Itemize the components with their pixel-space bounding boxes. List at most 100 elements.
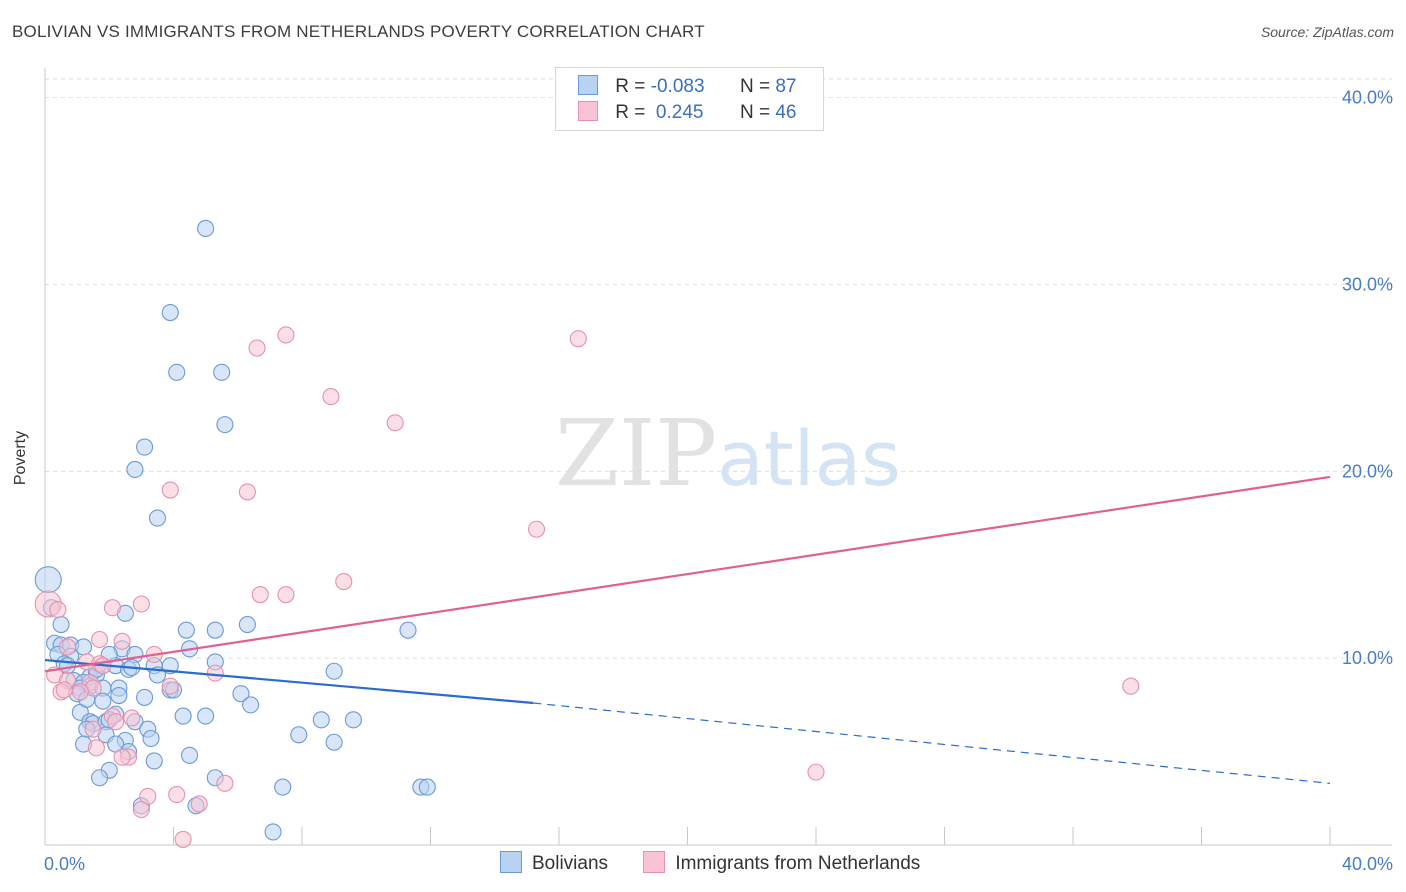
- bolivian-point: [161, 303, 179, 322]
- bolivian-point: [325, 662, 343, 680]
- netherlands-point: [807, 763, 825, 781]
- bolivian-point: [142, 729, 160, 748]
- bolivian-trend-extension: [533, 702, 1331, 784]
- legend-n-value: 87: [775, 76, 797, 97]
- x-tick-label: 40.0%: [1342, 854, 1393, 874]
- bolivian-point: [232, 685, 250, 703]
- netherlands-point: [132, 595, 150, 613]
- netherlands-point: [58, 638, 77, 656]
- netherlands-point: [113, 748, 131, 766]
- bolivian-point: [148, 509, 166, 527]
- netherlands-point: [322, 388, 340, 406]
- bolivian-point: [242, 696, 260, 714]
- netherlands-point: [103, 599, 122, 617]
- y-tick-label: 30.0%: [1342, 275, 1393, 295]
- netherlands-point: [251, 586, 269, 604]
- netherlands-point: [527, 520, 546, 538]
- netherlands-point: [113, 632, 131, 650]
- chart-title: BOLIVIAN VS IMMIGRANTS FROM NETHERLANDS …: [12, 22, 705, 41]
- bolivian-point: [177, 621, 195, 639]
- netherlands-point: [1122, 677, 1140, 695]
- bolivian-point: [418, 778, 436, 796]
- netherlands-point: [168, 786, 186, 804]
- legend-r-label: R =: [615, 102, 651, 123]
- netherlands-point: [206, 664, 224, 682]
- legend-r-label: R =: [615, 76, 651, 97]
- bolivian-point: [238, 615, 256, 634]
- bolivian-point: [181, 746, 199, 764]
- legend-n-value: 46: [775, 102, 797, 123]
- legend-label-netherlands: Immigrants from Netherlands: [675, 853, 921, 874]
- netherlands-point: [174, 830, 192, 848]
- netherlands-point: [84, 720, 102, 738]
- netherlands-point: [49, 601, 67, 619]
- bolivian-point: [213, 363, 231, 381]
- netherlands-point: [569, 330, 587, 348]
- legend-label-bolivians: Bolivians: [532, 853, 609, 874]
- bolivian-point: [399, 621, 417, 639]
- legend-r-value: -0.083: [650, 76, 705, 97]
- bolivian-point: [312, 711, 330, 729]
- bolivian-point: [52, 615, 70, 634]
- bolivian-trend-line: [44, 658, 534, 705]
- bolivian-point: [168, 363, 186, 381]
- watermark-part1: ZIP: [555, 400, 718, 507]
- bolivian-point: [197, 219, 215, 238]
- bolivian-point: [274, 778, 292, 796]
- bolivian-point: [136, 438, 154, 456]
- legend-item-bolivians: Bolivians: [500, 851, 608, 875]
- bolivian-point: [325, 733, 343, 751]
- bolivian-point: [264, 823, 282, 841]
- legend-n-label: N =: [739, 102, 776, 123]
- legend-r-value: 0.245: [650, 102, 704, 123]
- netherlands-point: [123, 709, 141, 727]
- legend-n-label: N =: [739, 76, 776, 97]
- netherlands-point: [335, 573, 353, 591]
- netherlands-trend-line: [44, 475, 1331, 673]
- bolivian-point: [34, 566, 62, 594]
- y-tick-label: 10.0%: [1342, 648, 1393, 668]
- legend-row-bolivians: R = -0.083 N = 87: [578, 75, 796, 101]
- bolivian-point: [126, 460, 144, 479]
- bolivian-point: [136, 688, 154, 706]
- netherlands-point: [71, 683, 89, 701]
- netherlands-point: [55, 681, 73, 699]
- legend-row-netherlands: R = 0.245 N = 46: [578, 101, 796, 127]
- netherlands-point: [190, 795, 208, 813]
- netherlands-point: [161, 481, 179, 499]
- bolivian-point: [206, 621, 224, 639]
- legend-swatch-pink: [578, 101, 598, 121]
- series-legend: Bolivians Immigrants from Netherlands: [500, 851, 950, 875]
- netherlands-point: [238, 483, 256, 501]
- y-tick-label: 20.0%: [1342, 461, 1393, 481]
- legend-swatch-blue: [578, 75, 598, 95]
- netherlands-point: [107, 713, 125, 731]
- bolivian-point: [145, 752, 163, 770]
- legend-item-netherlands: Immigrants from Netherlands: [643, 851, 920, 875]
- bolivian-point: [290, 726, 308, 744]
- netherlands-point: [386, 414, 404, 432]
- bolivian-point: [344, 711, 362, 729]
- netherlands-point: [216, 774, 234, 792]
- netherlands-point: [132, 800, 150, 819]
- netherlands-point: [87, 739, 105, 757]
- watermark-part2: atlas: [717, 414, 901, 503]
- bolivian-point: [197, 707, 215, 725]
- netherlands-point: [91, 630, 109, 649]
- netherlands-point: [248, 339, 266, 357]
- y-tick-label: 40.0%: [1342, 88, 1393, 108]
- bolivian-point: [91, 769, 109, 787]
- legend-swatch-pink: [643, 851, 666, 873]
- x-tick-label: 0.0%: [44, 854, 85, 874]
- bolivian-point: [216, 416, 234, 434]
- netherlands-point: [277, 326, 295, 344]
- netherlands-point: [277, 586, 295, 604]
- legend-swatch-blue: [500, 851, 522, 873]
- stats-legend: R = -0.083 N = 87 R = 0.245 N = 46: [555, 67, 824, 131]
- watermark: ZIPatlas: [555, 400, 901, 507]
- chart-source: Source: ZipAtlas.com: [1260, 24, 1394, 40]
- netherlands-point: [161, 677, 179, 695]
- bolivian-point: [110, 686, 128, 705]
- bolivian-point: [174, 707, 192, 725]
